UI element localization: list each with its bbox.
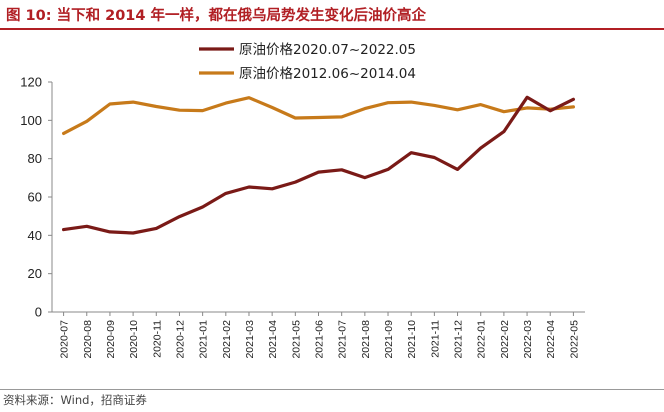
series-line-1 bbox=[61, 96, 576, 135]
y-tick-label: 20 bbox=[28, 266, 42, 281]
x-tick-label: 2022-03 bbox=[522, 320, 534, 359]
x-tick-label: 2022-05 bbox=[568, 320, 580, 359]
legend-label: 原油价格2020.07~2022.05 bbox=[239, 42, 416, 58]
x-tick-label: 2020-08 bbox=[82, 320, 94, 359]
x-tick-label: 2022-02 bbox=[499, 320, 511, 359]
y-tick-label: 0 bbox=[35, 305, 42, 320]
x-tick-label: 2020-07 bbox=[59, 320, 71, 359]
source-note: 资料来源：Wind，招商证券 bbox=[3, 393, 147, 407]
y-tick-label: 80 bbox=[28, 151, 42, 166]
x-tick-label: 2020-09 bbox=[105, 320, 117, 359]
x-tick-label: 2021-08 bbox=[360, 320, 372, 359]
x-tick-label: 2021-06 bbox=[314, 320, 326, 359]
x-tick-label: 2020-10 bbox=[128, 320, 140, 359]
legend-label: 原油价格2012.06~2014.04 bbox=[239, 66, 416, 82]
x-tick-label: 2022-04 bbox=[545, 320, 557, 359]
x-tick-label: 2021-01 bbox=[198, 320, 210, 359]
series-1 bbox=[61, 96, 576, 135]
line-chart: 0 20 40 60 80 100 120 2020-07 2020-08 2020-09 2020… bbox=[20, 42, 585, 359]
x-tick-label: 2021-03 bbox=[244, 320, 256, 359]
chart-series bbox=[61, 95, 576, 235]
figure-title: 图 10: 当下和 2014 年一样，都在俄乌局势发生变化后油价高企 bbox=[6, 8, 427, 24]
series-0 bbox=[61, 95, 576, 235]
y-tick-label: 60 bbox=[28, 190, 42, 205]
chart-legend: 原油价格2020.07~2022.05 原油价格2012.06~2014.04 bbox=[199, 42, 416, 82]
y-tick-label: 120 bbox=[20, 75, 42, 90]
x-tick-label: 2021-07 bbox=[337, 320, 349, 359]
legend-item-0: 原油价格2020.07~2022.05 bbox=[199, 42, 416, 58]
x-tick-label: 2020-12 bbox=[174, 320, 186, 359]
x-tick-label: 2020-11 bbox=[151, 320, 163, 358]
x-tick-label: 2021-09 bbox=[383, 320, 395, 359]
x-tick-label: 2021-12 bbox=[453, 320, 465, 359]
y-tick-label: 100 bbox=[20, 113, 42, 128]
x-tick-label: 2021-11 bbox=[429, 320, 441, 358]
x-tick-label: 2021-05 bbox=[290, 320, 302, 359]
x-tick-label: 2021-04 bbox=[267, 320, 279, 359]
chart-axes: 0 20 40 60 80 100 120 2020-07 2020-08 2020-09 2020… bbox=[20, 75, 585, 359]
x-tick-label: 2021-02 bbox=[221, 320, 233, 359]
x-tick-label: 2022-01 bbox=[476, 320, 488, 359]
legend-item-1: 原油价格2012.06~2014.04 bbox=[199, 66, 416, 82]
title-underline bbox=[0, 28, 664, 30]
source-divider bbox=[0, 389, 664, 390]
y-tick-label: 40 bbox=[28, 228, 42, 243]
x-tick-label: 2021-10 bbox=[406, 320, 418, 359]
